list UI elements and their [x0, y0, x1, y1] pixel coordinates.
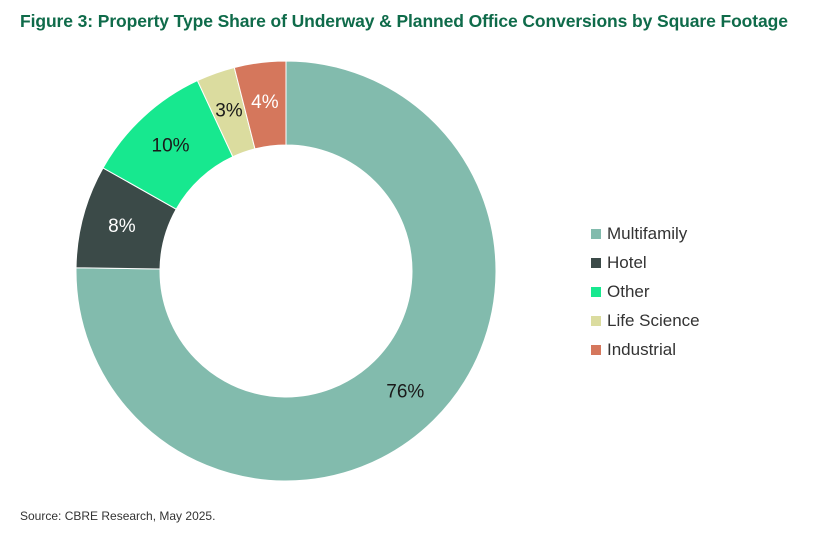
data-label-hotel: 8% — [108, 216, 136, 237]
legend-label: Industrial — [607, 339, 676, 359]
legend-swatch — [591, 228, 601, 239]
legend-label: Hotel — [607, 252, 647, 272]
legend-item-other: Other — [591, 277, 700, 306]
data-label-life-science: 3% — [215, 100, 243, 121]
legend-item-life-science: Life Science — [591, 306, 700, 335]
legend-item-hotel: Hotel — [591, 248, 700, 277]
donut-chart: 76% 8% 10% 3% 4% — [75, 60, 497, 482]
legend-item-industrial: Industrial — [591, 335, 700, 364]
legend-swatch — [591, 344, 601, 355]
legend-swatch — [591, 315, 601, 326]
chart-legend: Multifamily Hotel Other Life Science Industr… — [591, 219, 700, 364]
slice-multifamily — [75, 60, 497, 482]
data-label-multifamily: 76% — [386, 382, 424, 403]
data-label-industrial: 4% — [251, 92, 279, 113]
legend-label: Other — [607, 281, 650, 301]
chart-title: Figure 3: Property Type Share of Underwa… — [20, 11, 788, 31]
source-note: Source: CBRE Research, May 2025. — [20, 509, 216, 523]
data-label-other: 10% — [152, 136, 190, 157]
legend-item-multifamily: Multifamily — [591, 219, 700, 248]
slice-industrial — [233, 60, 287, 150]
legend-swatch — [591, 286, 601, 297]
legend-label: Multifamily — [607, 223, 688, 243]
legend-label: Life Science — [607, 310, 700, 330]
legend-swatch — [591, 257, 601, 268]
